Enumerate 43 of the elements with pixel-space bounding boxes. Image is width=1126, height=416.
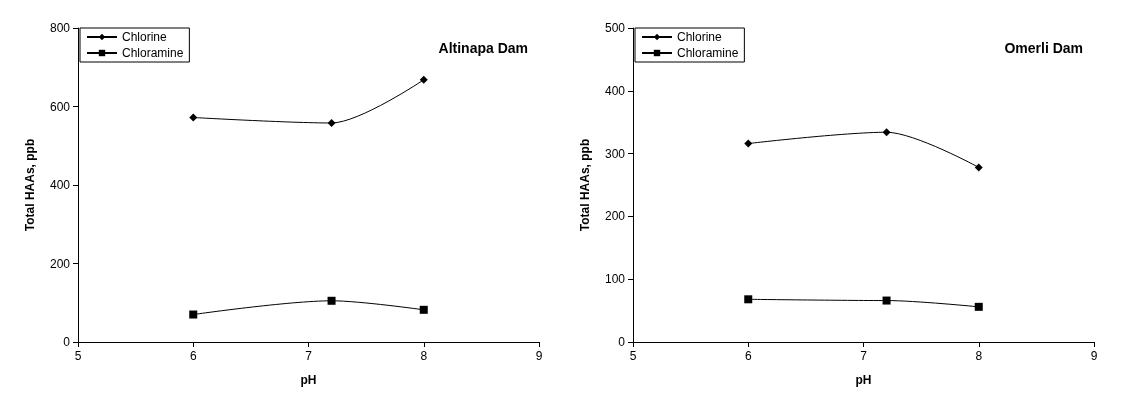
y-axis-title: Total HAAs, ppb <box>23 138 37 232</box>
text: Omerli Dam <box>1004 40 1084 56</box>
y-tick-label: 800 <box>49 21 71 35</box>
y-tick-label: 500 <box>604 21 626 35</box>
y-tick-label: 600 <box>49 99 71 114</box>
y-tick-label: 100 <box>604 272 626 287</box>
x-axis-title: pH <box>855 373 872 387</box>
legend-label: Chlorine <box>122 30 168 44</box>
point <box>327 118 336 127</box>
y-tick-label: 400 <box>49 178 71 192</box>
point <box>744 139 753 148</box>
x-tick-label: 9 <box>1090 349 1098 363</box>
point <box>974 302 983 311</box>
text: Altinapa Dam <box>438 40 529 56</box>
y-tick-label: 200 <box>604 209 626 224</box>
point <box>189 310 198 319</box>
y-tick-label: 0 <box>63 335 71 349</box>
point <box>744 295 753 304</box>
x-tick-label: 6 <box>189 349 197 363</box>
x-tick-label: 9 <box>535 349 543 363</box>
point <box>882 128 891 137</box>
x-tick-label: 7 <box>305 349 313 363</box>
point <box>419 305 428 314</box>
point <box>882 296 891 305</box>
y-axis-title: Total HAAs, ppb <box>578 138 592 232</box>
y-tick-label: 300 <box>604 146 626 161</box>
point <box>189 113 198 122</box>
x-tick-label: 7 <box>860 349 868 363</box>
x-tick-label: 8 <box>975 349 983 363</box>
point <box>419 75 428 84</box>
x-tick-label: 5 <box>629 349 637 363</box>
legend-label: Chlorine <box>677 30 723 44</box>
y-tick-label: 0 <box>618 335 626 349</box>
x-axis-title: pH <box>300 373 317 387</box>
y-tick-label: 400 <box>604 83 626 98</box>
x-tick-label: 8 <box>420 349 428 363</box>
point <box>327 296 336 305</box>
point <box>974 163 983 172</box>
x-tick-label: 6 <box>744 349 752 363</box>
y-tick-label: 200 <box>49 256 71 271</box>
x-tick-label: 5 <box>74 349 82 363</box>
legend-label: Chloramine <box>122 46 184 60</box>
legend-label: Chloramine <box>677 46 739 60</box>
